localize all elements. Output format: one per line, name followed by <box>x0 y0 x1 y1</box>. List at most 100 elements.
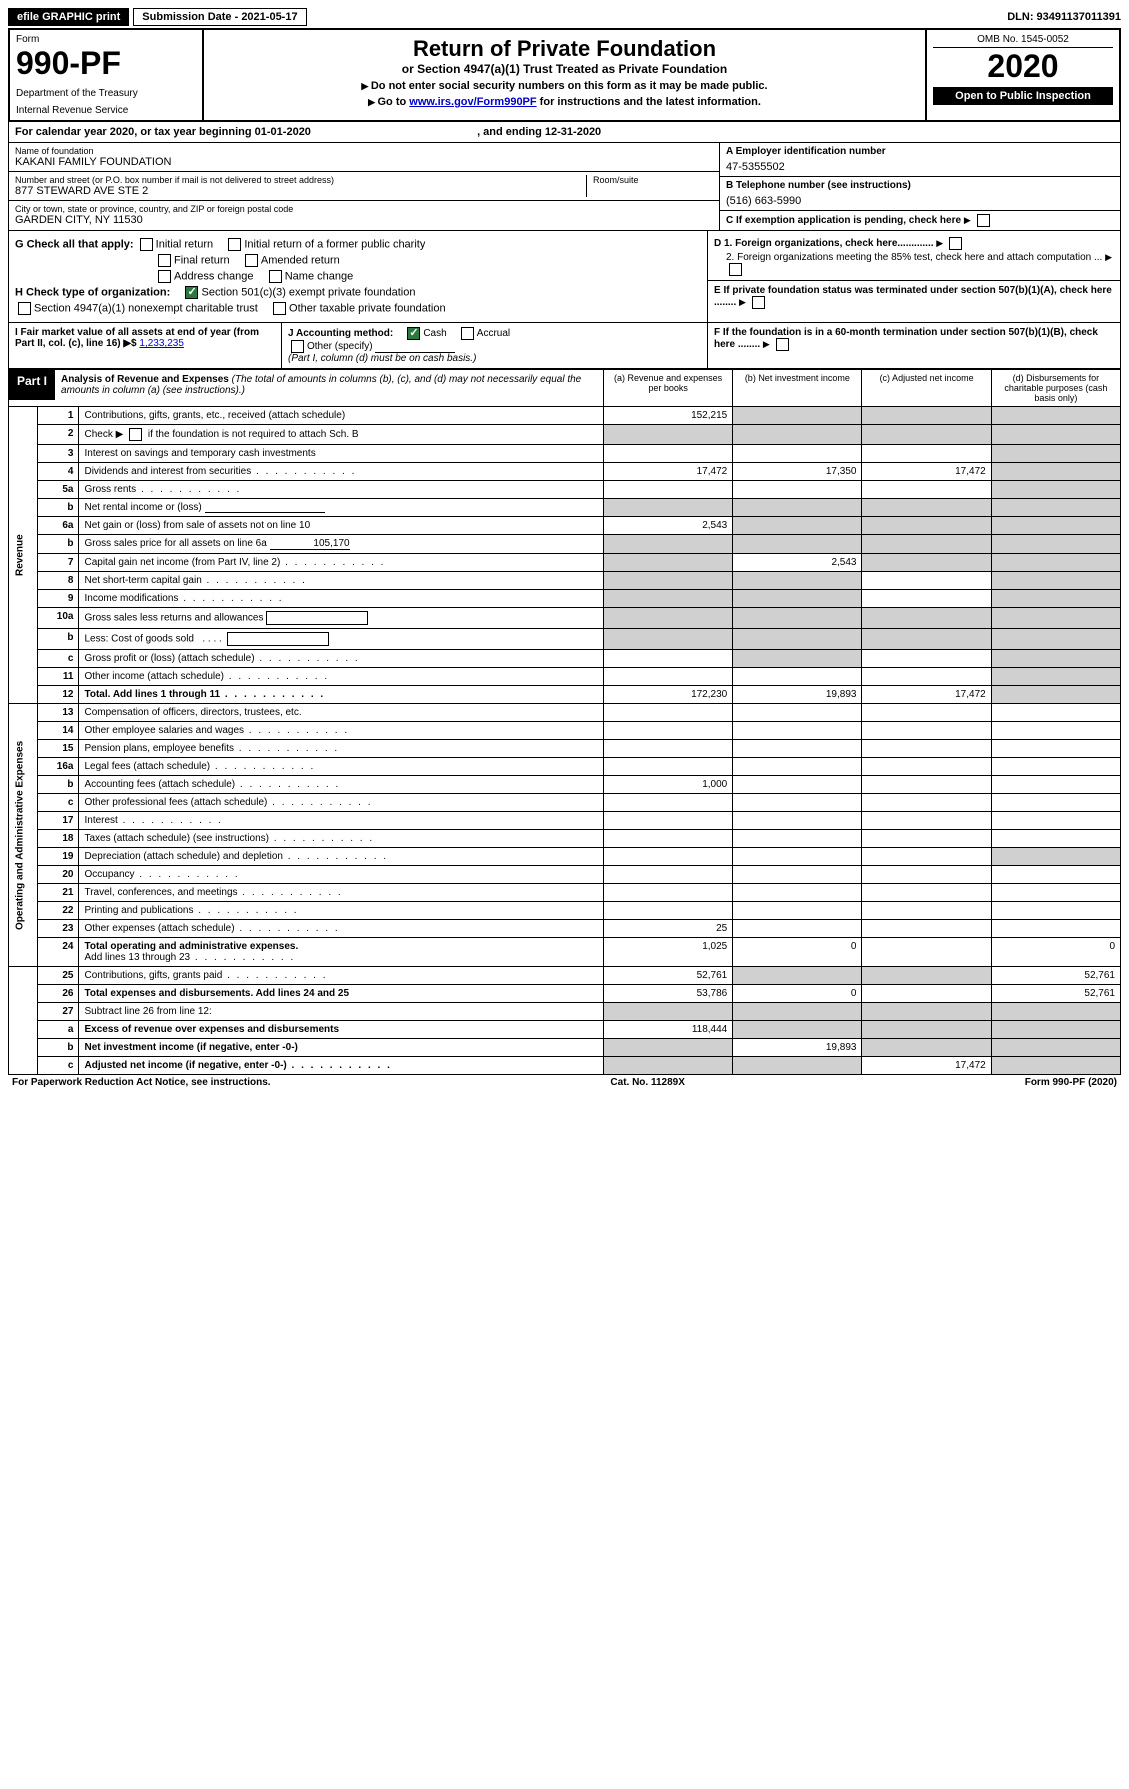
row-desc: Income modifications <box>79 590 603 608</box>
j-accrual: Accrual <box>477 328 510 339</box>
row-num: 20 <box>37 866 79 884</box>
h-row-2: Section 4947(a)(1) nonexempt charitable … <box>15 302 701 315</box>
d1-checkbox[interactable] <box>949 237 962 250</box>
table-row: Revenue 1 Contributions, gifts, grants, … <box>9 407 1121 425</box>
row-desc: Occupancy <box>79 866 603 884</box>
g-check-2[interactable] <box>158 254 171 267</box>
cell-a: 17,472 <box>603 463 732 481</box>
table-row: 21 Travel, conferences, and meetings <box>9 884 1121 902</box>
addr-cell: Number and street (or P.O. box number if… <box>9 172 719 201</box>
cell-b <box>733 776 862 794</box>
g-opt-0: Initial return <box>156 238 213 250</box>
r2-checkbox[interactable] <box>129 428 142 441</box>
j-accrual-check[interactable] <box>461 327 474 340</box>
h-check-2[interactable] <box>18 302 31 315</box>
dln-label: DLN: 93491137011391 <box>1007 11 1121 23</box>
table-row: 10a Gross sales less returns and allowan… <box>9 608 1121 629</box>
d1-label: D 1. Foreign organizations, check here..… <box>714 238 934 249</box>
h-opt-1: Section 501(c)(3) exempt private foundat… <box>201 286 415 298</box>
blank-side <box>9 967 38 1075</box>
d2-label: 2. Foreign organizations meeting the 85%… <box>726 252 1102 263</box>
ein-value: 47-5355502 <box>726 161 1114 173</box>
table-row: 15 Pension plans, employee benefits <box>9 740 1121 758</box>
h-check-3[interactable] <box>273 302 286 315</box>
cell-d <box>991 866 1120 884</box>
cell-a: 52,761 <box>603 967 732 985</box>
j-other-check[interactable] <box>291 340 304 353</box>
row-desc: Legal fees (attach schedule) <box>79 758 603 776</box>
g-check-4[interactable] <box>158 270 171 283</box>
d2-checkbox[interactable] <box>729 263 742 276</box>
cell-c <box>862 902 991 920</box>
omb-label: OMB No. 1545-0052 <box>933 34 1113 48</box>
cell-d <box>991 425 1120 445</box>
cell-d: 52,761 <box>991 967 1120 985</box>
cell-b: 0 <box>733 938 862 967</box>
note-post: for instructions and the latest informat… <box>537 96 761 108</box>
r10b-desc: Less: Cost of goods sold <box>84 634 194 645</box>
cell-d <box>991 650 1120 668</box>
g-check-3[interactable] <box>245 254 258 267</box>
r2-pre: Check ▶ <box>84 429 123 440</box>
cell-d <box>991 740 1120 758</box>
header-center: Return of Private Foundation or Section … <box>204 30 925 120</box>
row-desc: Net gain or (loss) from sale of assets n… <box>79 517 603 535</box>
cell-c <box>862 848 991 866</box>
cell-d <box>991 1003 1120 1021</box>
row-desc: Subtract line 26 from line 12: <box>79 1003 603 1021</box>
cell-a: 118,444 <box>603 1021 732 1039</box>
row-num: c <box>37 794 79 812</box>
cell-d <box>991 1057 1120 1075</box>
h-check-1[interactable] <box>185 286 198 299</box>
cell-d <box>991 481 1120 499</box>
cell-d <box>991 445 1120 463</box>
cell-a <box>603 554 732 572</box>
cell-a: 53,786 <box>603 985 732 1003</box>
addr-value: 877 STEWARD AVE STE 2 <box>15 185 586 197</box>
row-desc: Other employee salaries and wages <box>79 722 603 740</box>
note-pre: Go to <box>377 96 409 108</box>
f-label: F If the foundation is in a 60-month ter… <box>714 327 1098 350</box>
submission-button[interactable]: Submission Date - 2021-05-17 <box>133 8 306 26</box>
g-check-5[interactable] <box>269 270 282 283</box>
r6b-val: 105,170 <box>270 538 350 550</box>
cell-c <box>862 920 991 938</box>
e-checkbox[interactable] <box>752 296 765 309</box>
row-desc: Net investment income (if negative, ente… <box>79 1039 603 1057</box>
cell-b <box>733 1003 862 1021</box>
j-cash-check[interactable] <box>407 327 420 340</box>
irs-link[interactable]: www.irs.gov/Form990PF <box>409 96 536 108</box>
c-checkbox[interactable] <box>977 214 990 227</box>
table-row: 4 Dividends and interest from securities… <box>9 463 1121 481</box>
c-cell: C If exemption application is pending, c… <box>720 211 1120 230</box>
cal-pre: For calendar year 2020, or tax year begi… <box>15 126 255 138</box>
foundation-name: KAKANI FAMILY FOUNDATION <box>15 156 713 168</box>
g-row-2: Final return Amended return <box>15 254 701 267</box>
g-check-1[interactable] <box>228 238 241 251</box>
f-checkbox[interactable] <box>776 338 789 351</box>
cell-d <box>991 407 1120 425</box>
ein-label: A Employer identification number <box>726 146 1114 157</box>
row-num: 12 <box>37 686 79 704</box>
cell-d <box>991 572 1120 590</box>
i-label: I Fair market value of all assets at end… <box>15 327 259 349</box>
cell-a <box>603 794 732 812</box>
table-row: 24 Total operating and administrative ex… <box>9 938 1121 967</box>
cell-a <box>603 830 732 848</box>
info-right: A Employer identification number 47-5355… <box>719 143 1120 230</box>
g-check-0[interactable] <box>140 238 153 251</box>
name-label: Name of foundation <box>15 146 713 156</box>
table-row: 2 Check ▶ if the foundation is not requi… <box>9 425 1121 445</box>
table-row: 7 Capital gain net income (from Part IV,… <box>9 554 1121 572</box>
row-desc: Dividends and interest from securities <box>79 463 603 481</box>
e-row: E If private foundation status was termi… <box>708 280 1120 309</box>
cell-a <box>603 629 732 650</box>
cell-d <box>991 686 1120 704</box>
row-num: b <box>37 629 79 650</box>
table-row: 8 Net short-term capital gain <box>9 572 1121 590</box>
cell-c <box>862 445 991 463</box>
i-value[interactable]: 1,233,235 <box>139 338 184 349</box>
footer-right: Form 990-PF (2020) <box>1025 1077 1117 1088</box>
efile-button[interactable]: efile GRAPHIC print <box>8 8 129 26</box>
cell-c <box>862 425 991 445</box>
